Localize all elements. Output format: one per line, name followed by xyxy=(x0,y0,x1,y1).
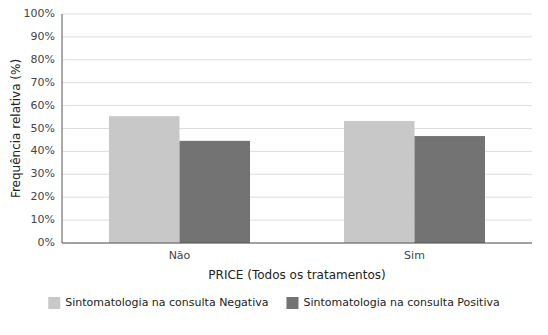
grid-line xyxy=(62,105,532,106)
y-tick-label: 10% xyxy=(31,213,55,226)
y-tick-label: 30% xyxy=(31,167,55,180)
legend-item: Sintomatologia na consulta Negativa xyxy=(48,296,268,309)
grid-line xyxy=(62,243,532,244)
y-tick-label: 80% xyxy=(31,53,55,66)
bar xyxy=(344,121,415,243)
x-ticks: Não Sim xyxy=(169,249,425,262)
y-tick-label: 50% xyxy=(31,122,55,135)
grid xyxy=(62,14,532,243)
y-axis-title: Frequência relativa (%) xyxy=(9,59,23,198)
legend-item: Sintomatologia na consulta Positiva xyxy=(286,296,499,309)
y-axis-line xyxy=(62,14,63,243)
y-tick-label: 60% xyxy=(31,99,55,112)
y-ticks: 0% 10% 20% 30% 40% 50% 60% 70% 80% 90% 100% xyxy=(24,7,55,249)
y-tick-label: 20% xyxy=(31,190,55,203)
grid-line xyxy=(62,82,532,83)
legend-label: Sintomatologia na consulta Positiva xyxy=(303,296,499,309)
y-tick-label: 70% xyxy=(31,76,55,89)
y-tick-label: 40% xyxy=(31,144,55,157)
bar xyxy=(180,141,251,243)
bars xyxy=(109,116,485,243)
legend: Sintomatologia na consulta Negativa Sinto… xyxy=(48,296,500,309)
legend-swatch xyxy=(286,297,298,309)
x-axis-line xyxy=(62,243,532,244)
y-tick-label: 90% xyxy=(31,30,55,43)
x-tick-label: Sim xyxy=(404,249,425,262)
bar xyxy=(109,116,180,243)
bar xyxy=(415,136,486,243)
grid-line xyxy=(62,14,532,15)
legend-swatch xyxy=(48,297,60,309)
grid-line xyxy=(62,59,532,60)
y-tick-label: 0% xyxy=(38,236,55,249)
legend-label: Sintomatologia na consulta Negativa xyxy=(65,296,268,309)
y-tick-label: 100% xyxy=(24,7,55,20)
x-tick-label: Não xyxy=(169,249,191,262)
grid-line xyxy=(62,36,532,37)
x-axis-title: PRICE (Todos os tratamentos) xyxy=(208,268,385,282)
chart: 0% 10% 20% 30% 40% 50% 60% 70% 80% 90% 100% Não Sim P… xyxy=(0,0,548,335)
